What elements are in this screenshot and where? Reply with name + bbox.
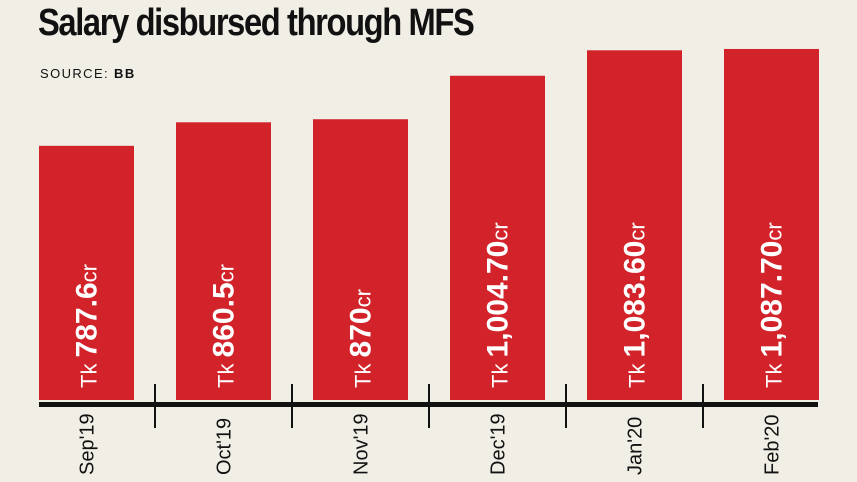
source-note: SOURCE: BB [40, 66, 136, 81]
x-tick-1 [154, 384, 156, 428]
x-tick-3 [428, 384, 430, 428]
bar-6 [724, 48, 819, 401]
chart-title: Salary disbursed through MFS [38, 2, 475, 44]
bar-value-label-5: Tk 1,083.60cr [619, 222, 652, 388]
bar-value-label-4: Tk 1,004.70cr [482, 222, 515, 388]
bar-value-label-6: Tk 1,087.70cr [756, 222, 789, 388]
x-tick-4 [565, 384, 567, 428]
x-tick-label-2: Oct'19 [214, 418, 236, 475]
bar-3 [313, 119, 408, 401]
source-value: BB [114, 66, 136, 81]
x-tick-label-5: Jan'20 [625, 417, 647, 475]
bar-2 [176, 122, 271, 400]
x-tick-label-3: Nov'19 [351, 413, 373, 475]
bar-1 [39, 145, 134, 400]
bar-value-label-3: Tk 870cr [345, 289, 378, 388]
x-tick-2 [291, 384, 293, 428]
bar-5 [587, 50, 682, 401]
bar-value-label-2: Tk 860.5cr [208, 264, 241, 388]
x-tick-label-6: Feb'20 [762, 414, 784, 475]
x-tick-label-1: Sep'19 [77, 413, 99, 475]
x-tick-label-4: Dec'19 [488, 413, 510, 475]
bar-value-label-1: Tk 787.6cr [71, 264, 104, 388]
bar-4 [450, 75, 545, 400]
source-label: SOURCE: [40, 66, 110, 81]
x-tick-5 [702, 384, 704, 428]
